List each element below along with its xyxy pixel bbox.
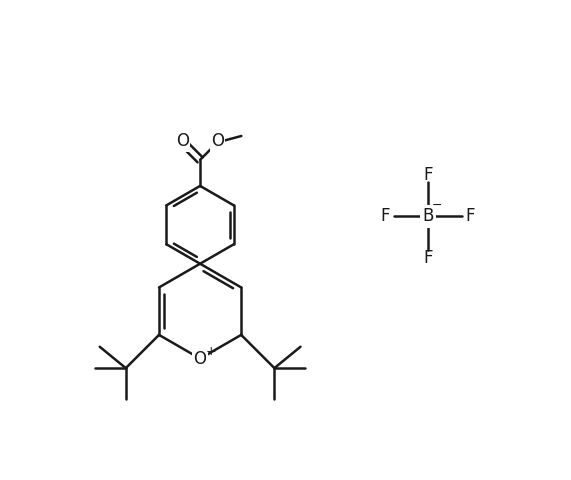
Text: B: B — [422, 207, 433, 225]
Text: +: + — [205, 345, 216, 358]
Text: −: − — [432, 199, 443, 212]
Text: F: F — [466, 207, 475, 225]
Text: F: F — [423, 166, 433, 183]
Text: F: F — [423, 249, 433, 267]
Text: F: F — [380, 207, 390, 225]
Text: O: O — [194, 349, 207, 368]
Text: O: O — [211, 132, 224, 150]
Text: O: O — [176, 132, 189, 150]
